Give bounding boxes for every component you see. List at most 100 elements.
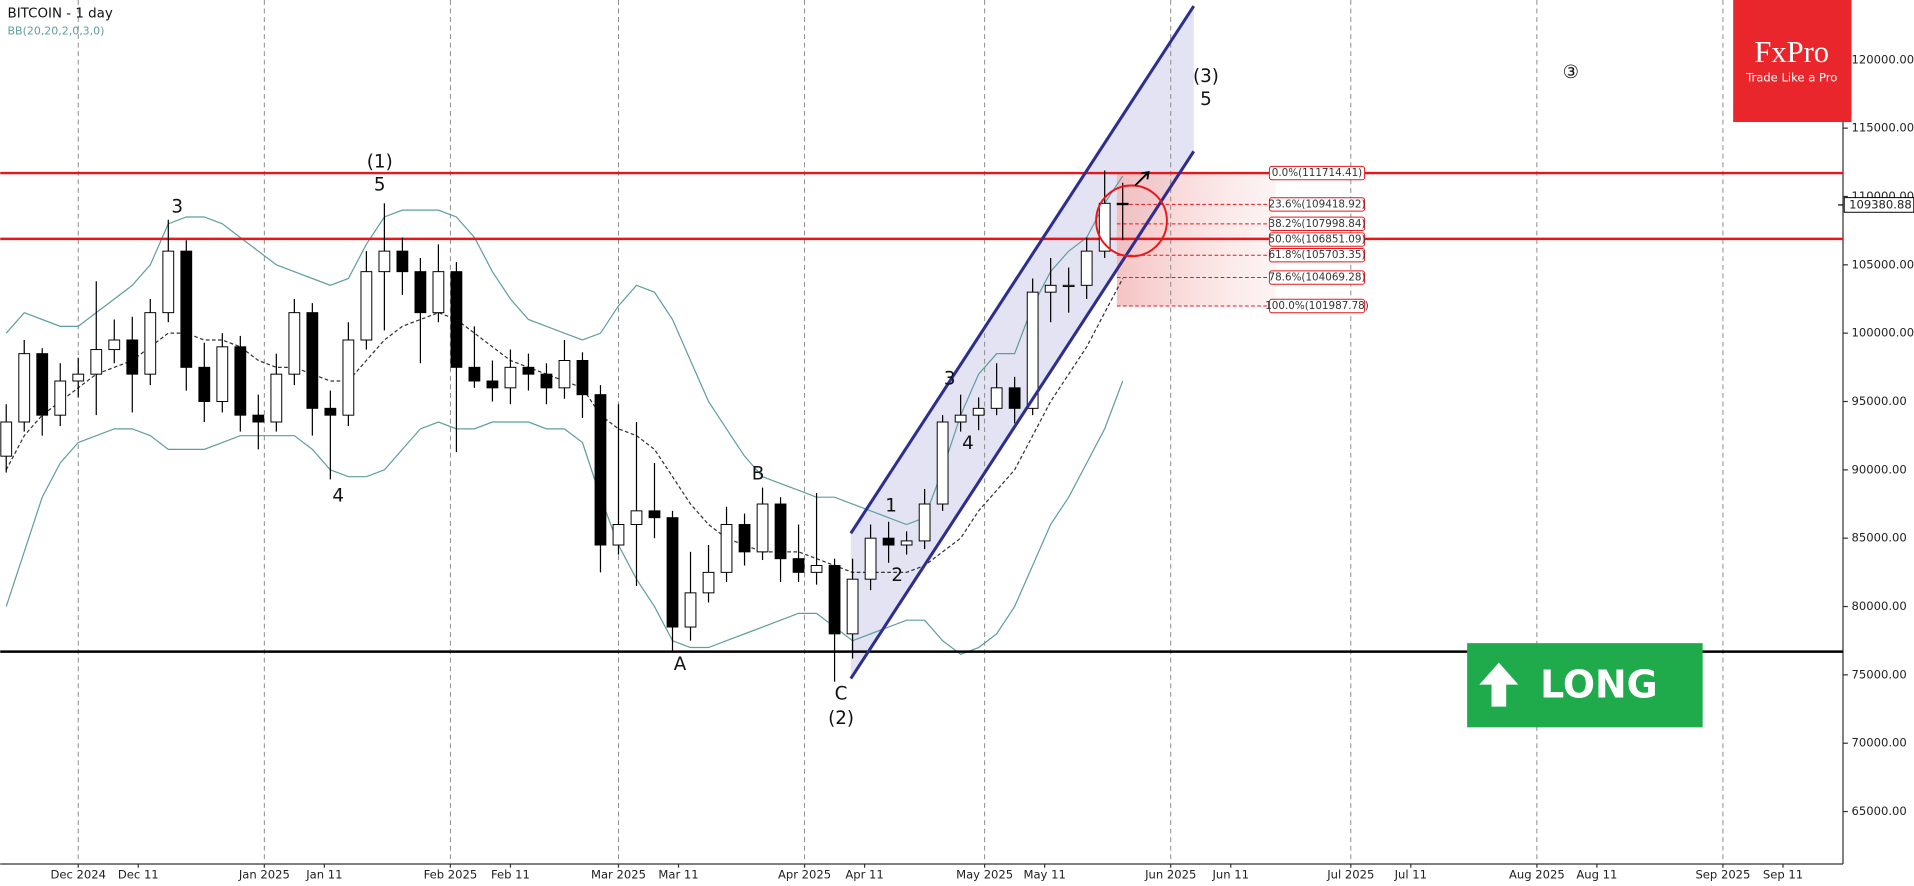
candle-body bbox=[864, 537, 877, 580]
candle-body bbox=[432, 271, 445, 314]
candle-body bbox=[450, 271, 463, 368]
candle-body bbox=[162, 250, 175, 314]
candle-body bbox=[810, 565, 823, 573]
y-tick-label: 120000.00 bbox=[1852, 52, 1914, 66]
bollinger-upper bbox=[5, 175, 1124, 526]
candle-body bbox=[324, 407, 337, 416]
last-price-label: 109380.88 bbox=[1849, 197, 1912, 211]
candle-body bbox=[594, 394, 607, 546]
candle-body bbox=[396, 250, 409, 273]
candle-body bbox=[666, 517, 679, 628]
y-tick-label: 75000.00 bbox=[1852, 667, 1907, 681]
fib-label: 38.2%(107998.84) bbox=[1269, 218, 1366, 230]
candle-body bbox=[234, 346, 247, 416]
candle-body bbox=[306, 312, 319, 409]
x-tick-label: Mar 11 bbox=[658, 868, 698, 882]
candle-body bbox=[1080, 250, 1093, 286]
candle-body bbox=[540, 373, 553, 389]
y-tick-label: 80000.00 bbox=[1852, 599, 1907, 613]
candle-body bbox=[972, 407, 985, 416]
candle-body bbox=[108, 339, 121, 351]
candle-body bbox=[1044, 284, 1057, 293]
x-tick-label: Dec 2024 bbox=[50, 868, 106, 882]
candle-body bbox=[1062, 284, 1075, 288]
channel-lower bbox=[849, 150, 1196, 680]
candle-body bbox=[1116, 202, 1129, 206]
x-tick-label: Apr 11 bbox=[845, 868, 883, 882]
y-tick-label: 115000.00 bbox=[1852, 121, 1914, 135]
candle-body bbox=[1026, 291, 1039, 409]
x-tick-label: Jan 2025 bbox=[238, 868, 290, 882]
wave-label: 2 bbox=[891, 565, 903, 586]
candle-body bbox=[612, 524, 625, 546]
candle-body bbox=[144, 312, 157, 375]
x-tick-label: May 2025 bbox=[956, 868, 1013, 882]
candle-body bbox=[720, 524, 733, 573]
signal-label: LONG bbox=[1540, 663, 1658, 707]
candle-body bbox=[792, 558, 805, 573]
wave-label: ③ bbox=[1563, 62, 1579, 83]
x-tick-label: Jan 11 bbox=[305, 868, 342, 882]
wave-label: 3 bbox=[171, 196, 183, 217]
candle-body bbox=[360, 271, 373, 341]
candle-body bbox=[1008, 387, 1021, 409]
fib-label: 50.0%(106851.09) bbox=[1269, 234, 1366, 246]
y-tick-label: 85000.00 bbox=[1852, 531, 1907, 545]
y-tick-label: 100000.00 bbox=[1852, 326, 1914, 340]
candle-body bbox=[90, 349, 103, 375]
y-tick-label: 65000.00 bbox=[1852, 804, 1907, 818]
candle-body bbox=[522, 366, 535, 375]
fib-label-box bbox=[1268, 248, 1366, 263]
fib-label-box bbox=[1268, 270, 1366, 285]
indicator-label: BB(20,20,2,0,3,0) bbox=[8, 25, 105, 38]
wave-label: 4 bbox=[962, 433, 974, 454]
x-tick-label: Jul 11 bbox=[1394, 868, 1427, 882]
chart-title: BITCOIN - 1 day bbox=[8, 6, 113, 21]
signal-box bbox=[1467, 643, 1703, 728]
x-tick-label: Jun 2025 bbox=[1144, 868, 1196, 882]
candle-body bbox=[18, 353, 31, 423]
fib-label: 23.6%(109418.92) bbox=[1269, 198, 1366, 210]
candle-body bbox=[936, 421, 949, 505]
highlight-circle bbox=[1095, 184, 1168, 258]
x-tick-label: Mar 2025 bbox=[591, 868, 646, 882]
overlay: BITCOIN - 1 day BB(20,20,2,0,3,0) FxPro … bbox=[8, 0, 1914, 729]
candle-body bbox=[342, 339, 355, 416]
y-tick-label: 105000.00 bbox=[1852, 257, 1914, 271]
wave-label: 3 bbox=[944, 369, 956, 390]
bollinger-lower bbox=[5, 380, 1124, 656]
fib-label-box bbox=[1268, 298, 1366, 314]
x-tick-label: Jul 2025 bbox=[1326, 868, 1374, 882]
candle-body bbox=[954, 414, 967, 423]
fib-label-box bbox=[1268, 197, 1366, 212]
x-tick-label: May 11 bbox=[1023, 868, 1065, 882]
x-tick-label: Feb 2025 bbox=[424, 868, 478, 882]
candle-body bbox=[36, 353, 49, 416]
candle-body bbox=[504, 366, 517, 389]
candle-body bbox=[738, 524, 751, 553]
candle-body bbox=[486, 380, 499, 389]
wave-label: B bbox=[752, 464, 765, 485]
candle-body bbox=[126, 339, 139, 375]
signal-arrow bbox=[1479, 662, 1519, 707]
wave-label: C bbox=[835, 683, 848, 704]
candle-body bbox=[846, 578, 859, 635]
candle-body bbox=[756, 503, 769, 553]
fib-label: 61.8%(105703.35) bbox=[1269, 249, 1366, 261]
candle-body bbox=[990, 387, 1003, 409]
candle-body bbox=[252, 414, 265, 423]
arrow bbox=[1134, 170, 1150, 187]
fib-label-box bbox=[1268, 232, 1366, 247]
x-tick-label: Aug 11 bbox=[1576, 868, 1617, 882]
x-tick-label: Aug 2025 bbox=[1509, 868, 1565, 882]
candle-body bbox=[468, 366, 481, 382]
fib-label-box bbox=[1268, 216, 1366, 232]
wave-label: (2) bbox=[828, 708, 854, 729]
wave-label: 5 bbox=[1200, 89, 1212, 110]
wave-label: (3) bbox=[1193, 66, 1219, 87]
candle-body bbox=[54, 380, 67, 416]
fib-label: 0.0%(111714.41) bbox=[1272, 167, 1362, 179]
candle-body bbox=[216, 346, 229, 402]
